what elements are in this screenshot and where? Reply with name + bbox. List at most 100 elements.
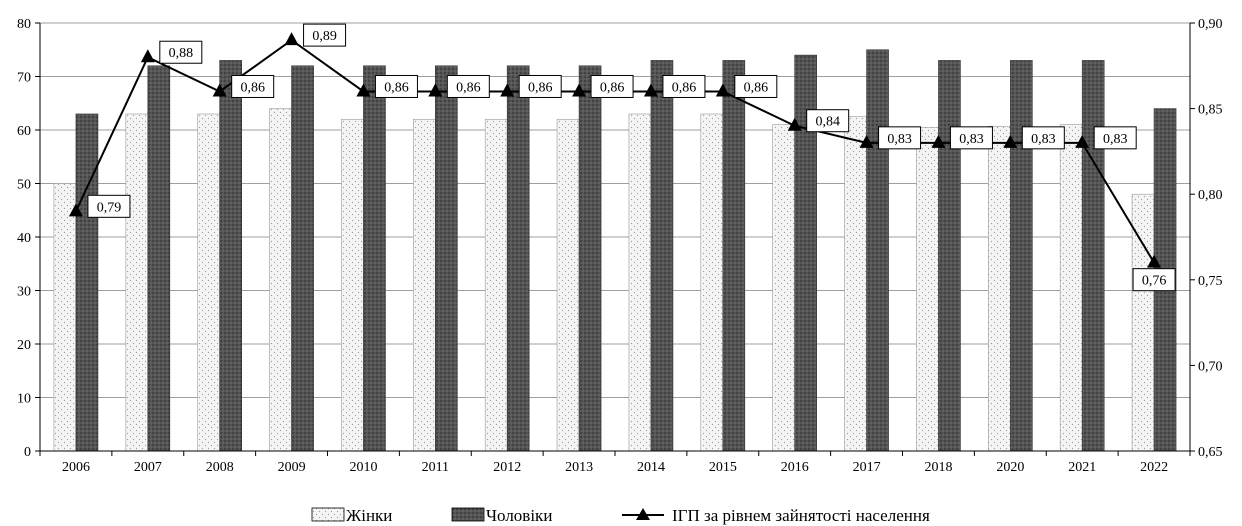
x-tick-label: 2006	[62, 460, 90, 475]
data-label-box	[949, 126, 993, 150]
legend-swatch-index-marker	[636, 508, 650, 520]
data-label-box	[231, 74, 275, 98]
y-right-tick-label: 0,80	[1198, 188, 1223, 203]
data-label: 0,88	[169, 46, 194, 61]
y-left-tick-label: 30	[17, 285, 31, 300]
index-marker	[1003, 134, 1018, 148]
index-marker	[428, 83, 443, 97]
x-tick-label: 2022	[1140, 460, 1168, 475]
bar-men	[938, 60, 961, 452]
data-labels: 0,79 0,88 0,86 0,89 0,86 0,86 0,86 0,86 0,86 0,86…	[87, 23, 1176, 292]
x-tick-label: 2021	[1068, 460, 1096, 475]
bar-men	[866, 49, 889, 452]
data-label: 0,83	[887, 132, 912, 147]
data-label: 0,86	[240, 80, 265, 95]
data-label: 0,83	[1031, 132, 1056, 147]
bar-women	[1059, 124, 1083, 452]
y-right-tick-label: 0,70	[1198, 359, 1223, 374]
bar-women	[269, 108, 292, 452]
y-left-tick-label: 40	[17, 231, 31, 246]
bar-men	[363, 65, 386, 452]
data-label-box	[1132, 268, 1176, 292]
data-label: 0,86	[600, 80, 625, 95]
data-label-box	[734, 74, 778, 98]
data-label: 0,84	[815, 115, 840, 130]
data-label: 0,86	[456, 80, 481, 95]
data-label: 0,86	[672, 80, 697, 95]
y-right-tick-label: 0,85	[1198, 103, 1223, 118]
bar-women	[125, 113, 149, 452]
index-marker	[1075, 134, 1090, 148]
data-label-box	[446, 74, 490, 98]
bar-men	[75, 113, 99, 452]
bar-women	[988, 125, 1011, 452]
bar-men	[722, 60, 746, 452]
bar-women	[484, 119, 508, 452]
data-label: 0,83	[1103, 132, 1128, 147]
index-marker	[859, 134, 874, 148]
x-tick-label: 2008	[206, 460, 234, 475]
data-label-box	[518, 74, 562, 98]
data-label-box	[1021, 126, 1065, 150]
bar-men	[650, 60, 674, 452]
bar-women	[556, 119, 580, 452]
index-marker	[140, 49, 155, 63]
y-right-tick-label: 0,75	[1198, 274, 1223, 289]
data-label-box	[159, 40, 203, 64]
bar-men	[506, 65, 530, 452]
x-tick-label: 2014	[637, 460, 665, 475]
data-label: 0,89	[312, 29, 337, 44]
x-tick-label: 2010	[349, 460, 377, 475]
x-tick-label: 2012	[493, 460, 521, 475]
data-label: 0,86	[744, 80, 769, 95]
bar-men	[291, 65, 314, 452]
x-tick-label: 2011	[422, 460, 449, 475]
index-marker	[787, 117, 802, 131]
data-label-box	[1093, 126, 1137, 150]
legend-label-men: Чоловіки	[486, 506, 552, 525]
bar-women	[628, 113, 652, 452]
legend-label-women: Жінки	[346, 506, 392, 525]
data-label-box	[662, 74, 706, 98]
index-marker	[356, 83, 371, 97]
legend-swatch-men	[451, 507, 485, 522]
bar-men	[435, 65, 458, 452]
y-right-tick-label: 0,90	[1198, 17, 1223, 32]
data-label: 0,76	[1142, 274, 1167, 289]
legend-label-index: ІГП за рівнем зайнятості населення	[672, 506, 930, 525]
bar-women	[844, 116, 867, 452]
bar-women	[700, 113, 724, 452]
y-left-tick-label: 50	[17, 178, 31, 193]
y-left-tick-label: 20	[17, 338, 31, 353]
x-tick-label: 2016	[781, 460, 809, 475]
x-tick-label: 2020	[996, 460, 1024, 475]
bar-women	[341, 119, 364, 452]
index-marker	[1147, 254, 1162, 268]
bar-women	[197, 113, 220, 452]
y-left-tick-label: 70	[17, 71, 31, 86]
index-marker	[212, 83, 227, 97]
x-tick-label: 2009	[278, 460, 306, 475]
data-label: 0,83	[959, 132, 984, 147]
y-left-tick-label: 60	[17, 124, 31, 139]
axes: 0 10 20 30 40 50 60 70 80 0,65 0,70 0,75 0,80 0,85 0,9…	[17, 17, 1223, 475]
index-marker	[572, 83, 587, 97]
x-tick-label: 2013	[565, 460, 593, 475]
index-marker	[643, 83, 658, 97]
data-label-box	[878, 126, 922, 150]
bar-men	[578, 65, 602, 452]
data-label-box	[87, 194, 131, 218]
x-tick-label: 2018	[924, 460, 952, 475]
bar-women	[413, 119, 436, 452]
y-right-tick-label: 0,65	[1198, 445, 1223, 460]
bar-men	[1010, 60, 1033, 452]
x-tick-label: 2017	[853, 460, 881, 475]
data-label: 0,79	[97, 200, 122, 215]
index-marker	[715, 83, 730, 97]
legend: Жінки Чоловіки ІГП за рівнем зайнятості …	[311, 506, 930, 525]
bar-men	[219, 60, 242, 452]
data-label-box	[806, 109, 850, 133]
x-tick-label: 2015	[709, 460, 737, 475]
bar-women	[53, 183, 77, 452]
